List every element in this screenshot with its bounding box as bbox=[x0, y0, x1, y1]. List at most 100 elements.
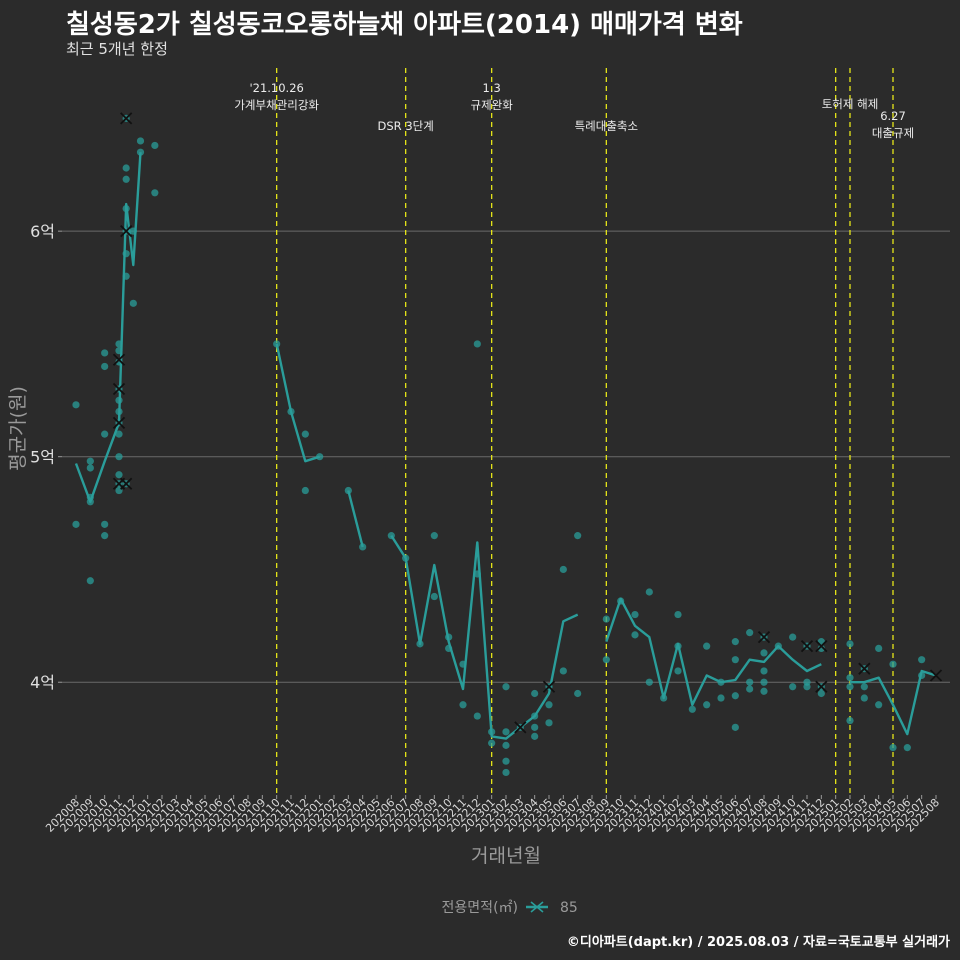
y-tick-label: 5억 bbox=[30, 448, 55, 467]
data-point bbox=[817, 689, 825, 698]
data-point bbox=[101, 430, 109, 438]
x-marker bbox=[800, 640, 814, 653]
data-point bbox=[889, 660, 897, 668]
data-point bbox=[803, 683, 811, 691]
data-point bbox=[301, 430, 309, 438]
data-point bbox=[502, 741, 510, 749]
mean-price-line bbox=[74, 152, 142, 503]
data-point bbox=[559, 565, 567, 574]
data-point bbox=[846, 674, 854, 682]
event-label: 규제완화 bbox=[471, 98, 514, 112]
data-point bbox=[746, 685, 754, 693]
data-point bbox=[789, 683, 797, 691]
x-marker bbox=[120, 477, 133, 490]
data-point bbox=[86, 457, 94, 465]
data-point bbox=[502, 728, 510, 736]
data-point bbox=[789, 633, 797, 641]
x-axis-title: 거래년월 bbox=[471, 845, 541, 867]
data-point bbox=[502, 757, 510, 765]
data-point bbox=[531, 723, 539, 731]
data-point bbox=[731, 723, 739, 731]
data-point bbox=[602, 615, 610, 623]
x-marker bbox=[815, 640, 828, 653]
data-point bbox=[559, 667, 567, 675]
event-label: 대출규제 bbox=[872, 126, 914, 140]
x-marker bbox=[858, 662, 871, 675]
data-point bbox=[502, 683, 510, 691]
y-axis-title: 평균가(원) bbox=[7, 386, 29, 471]
data-point bbox=[115, 471, 123, 479]
mean-price-line bbox=[850, 669, 937, 736]
data-point bbox=[731, 692, 739, 700]
data-point bbox=[645, 678, 653, 686]
legend-label: 85 bbox=[560, 900, 578, 916]
data-point bbox=[101, 532, 109, 540]
event-label: '21.10.26 bbox=[249, 81, 303, 95]
chart-subtitle: 최근 5개년 한정 bbox=[66, 40, 168, 58]
legend-marker bbox=[530, 901, 544, 913]
data-point bbox=[122, 164, 130, 172]
data-point bbox=[86, 577, 94, 585]
data-point bbox=[545, 701, 553, 709]
data-point bbox=[918, 656, 926, 664]
data-point bbox=[101, 520, 109, 528]
chart-title: 칠성동2가 칠성동코오롱하늘채 아파트(2014) 매매가격 변화 bbox=[66, 10, 743, 40]
data-point bbox=[717, 694, 725, 702]
data-point bbox=[602, 656, 610, 664]
data-point bbox=[860, 683, 868, 691]
data-point bbox=[875, 644, 883, 653]
y-tick-label: 6억 bbox=[30, 222, 55, 241]
data-point bbox=[674, 610, 682, 619]
y-tick-label: 4억 bbox=[30, 673, 55, 692]
data-point bbox=[674, 667, 682, 675]
x-marker bbox=[542, 680, 556, 693]
data-point bbox=[101, 362, 109, 371]
x-marker bbox=[120, 225, 133, 238]
mean-price-line bbox=[347, 490, 364, 548]
data-point bbox=[430, 592, 438, 601]
mean-price-line bbox=[605, 597, 822, 706]
data-point bbox=[574, 689, 582, 698]
event-label: 토허제 해제 bbox=[822, 97, 879, 111]
data-point bbox=[72, 401, 80, 409]
data-point bbox=[903, 744, 911, 752]
data-point bbox=[86, 464, 94, 472]
data-point bbox=[151, 189, 159, 197]
data-point bbox=[889, 744, 897, 752]
data-point bbox=[631, 610, 639, 619]
data-point bbox=[688, 705, 696, 713]
data-point bbox=[846, 716, 854, 725]
data-point bbox=[129, 299, 137, 307]
data-point bbox=[703, 642, 711, 650]
event-label: 1.3 bbox=[483, 81, 501, 95]
data-point bbox=[488, 739, 496, 747]
x-marker bbox=[112, 353, 126, 366]
data-point bbox=[731, 638, 739, 646]
mean-price-line bbox=[390, 534, 579, 740]
data-point bbox=[760, 687, 768, 695]
data-point bbox=[122, 175, 130, 183]
data-point bbox=[574, 532, 582, 540]
data-point bbox=[531, 732, 539, 740]
legend-title: 전용면적(㎡) bbox=[442, 900, 518, 916]
source-caption: ©디아파트(dapt.kr) / 2025.08.03 / 자료=국토교통부 실… bbox=[566, 935, 950, 950]
data-point bbox=[459, 701, 467, 709]
data-point bbox=[875, 701, 883, 709]
x-marker bbox=[929, 669, 943, 682]
event-label: 가계부채관리강화 bbox=[234, 98, 319, 112]
event-label: 6.27 bbox=[880, 109, 906, 123]
data-point bbox=[502, 768, 510, 777]
data-point bbox=[846, 683, 854, 691]
data-point bbox=[760, 667, 768, 675]
data-point bbox=[301, 486, 309, 495]
x-marker bbox=[514, 721, 527, 734]
data-point bbox=[473, 712, 481, 720]
data-point bbox=[760, 678, 768, 686]
x-marker bbox=[815, 680, 828, 693]
data-point bbox=[746, 629, 754, 637]
mean-price-line bbox=[275, 343, 321, 463]
data-point bbox=[817, 644, 825, 653]
event-label: 특례대출축소 bbox=[575, 119, 638, 133]
